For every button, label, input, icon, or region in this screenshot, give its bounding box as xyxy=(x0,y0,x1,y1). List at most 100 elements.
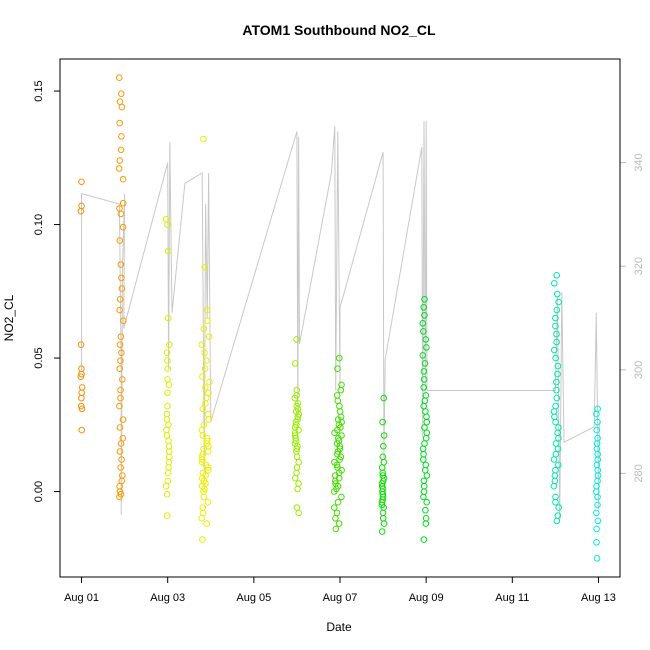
data-point xyxy=(77,341,85,349)
data-point xyxy=(422,461,430,469)
data-point xyxy=(115,165,123,172)
data-point xyxy=(593,410,600,418)
data-point xyxy=(555,434,562,442)
data-point xyxy=(334,365,341,373)
x-tick-label: Aug 03 xyxy=(150,592,185,604)
data-point xyxy=(117,146,125,154)
data-point xyxy=(117,394,124,402)
data-point xyxy=(552,440,560,447)
data-point xyxy=(116,306,123,314)
data-point xyxy=(335,520,343,527)
data-point xyxy=(163,410,171,418)
x-tick-label: Aug 09 xyxy=(409,592,444,604)
data-point xyxy=(420,493,427,501)
data-point xyxy=(164,389,171,397)
data-point xyxy=(421,360,429,367)
data-point xyxy=(200,135,207,143)
data-point xyxy=(555,298,562,306)
data-point xyxy=(335,474,343,482)
y2-tick-label: 320 xyxy=(633,257,645,275)
data-point xyxy=(555,461,562,469)
data-point xyxy=(163,490,171,498)
data-point xyxy=(420,488,428,495)
y-tick-label: 0.00 xyxy=(33,481,45,502)
y-tick-label: 0.15 xyxy=(33,80,45,101)
data-point xyxy=(293,464,301,471)
data-point xyxy=(419,445,427,453)
data-point xyxy=(421,424,428,431)
x-axis-label: Date xyxy=(326,620,352,634)
data-point xyxy=(334,397,342,405)
x-tick-label: Aug 01 xyxy=(64,592,99,604)
data-point xyxy=(164,402,171,410)
data-point xyxy=(550,482,558,490)
data-point xyxy=(117,464,124,471)
data-point xyxy=(553,378,560,386)
chart-title: ATOM1 Southbound NO2_CL xyxy=(242,22,436,38)
data-point xyxy=(205,466,212,474)
data-point xyxy=(78,394,85,402)
data-point xyxy=(116,296,124,303)
data-point xyxy=(333,509,341,517)
data-point xyxy=(551,280,558,287)
data-point xyxy=(293,453,301,461)
data-point xyxy=(116,74,123,81)
data-point xyxy=(378,528,386,535)
data-point xyxy=(78,426,86,434)
data-point xyxy=(78,405,86,413)
data-point xyxy=(422,434,430,442)
data-point xyxy=(332,515,339,522)
data-point xyxy=(421,312,428,319)
data-point xyxy=(118,274,125,282)
data-point xyxy=(199,405,206,413)
data-point xyxy=(165,381,173,389)
data-point xyxy=(338,493,345,501)
data-point xyxy=(554,362,562,370)
data-point xyxy=(420,477,428,485)
data-point xyxy=(164,477,172,485)
data-point xyxy=(380,394,388,402)
data-point xyxy=(293,504,301,511)
data-point xyxy=(204,448,212,455)
data-point xyxy=(295,509,303,517)
data-point xyxy=(116,424,124,431)
x-tick-label: Aug 11 xyxy=(495,592,529,604)
data-point xyxy=(419,352,427,359)
data-point xyxy=(594,477,601,485)
data-point xyxy=(551,346,558,354)
data-point xyxy=(199,373,206,381)
data-point xyxy=(198,515,205,522)
data-point xyxy=(199,456,206,463)
data-point xyxy=(162,482,170,490)
data-point xyxy=(116,119,123,127)
data-point xyxy=(552,322,559,330)
data-point xyxy=(116,493,123,501)
data-point xyxy=(165,247,172,255)
data-point xyxy=(200,493,208,501)
data-point xyxy=(78,178,85,186)
data-point xyxy=(552,450,560,458)
data-point xyxy=(380,458,388,466)
data-point xyxy=(77,373,85,381)
data-point xyxy=(420,482,428,490)
plot-frame xyxy=(59,58,621,578)
data-point xyxy=(380,520,388,527)
y2-tick-label: 280 xyxy=(633,464,645,482)
data-point xyxy=(204,464,212,471)
data-point xyxy=(551,413,558,421)
data-point xyxy=(423,472,431,479)
data-point xyxy=(422,408,429,415)
data-point xyxy=(117,261,125,268)
data-point xyxy=(118,349,125,357)
data-point xyxy=(165,458,173,466)
data-point xyxy=(551,472,559,479)
data-point xyxy=(119,199,127,207)
data-point xyxy=(379,418,386,426)
data-point xyxy=(553,306,561,314)
data-point xyxy=(164,469,172,477)
data-point xyxy=(555,504,563,511)
data-point xyxy=(553,338,560,346)
data-point xyxy=(116,157,124,164)
data-point xyxy=(553,394,561,402)
data-point xyxy=(165,437,172,445)
